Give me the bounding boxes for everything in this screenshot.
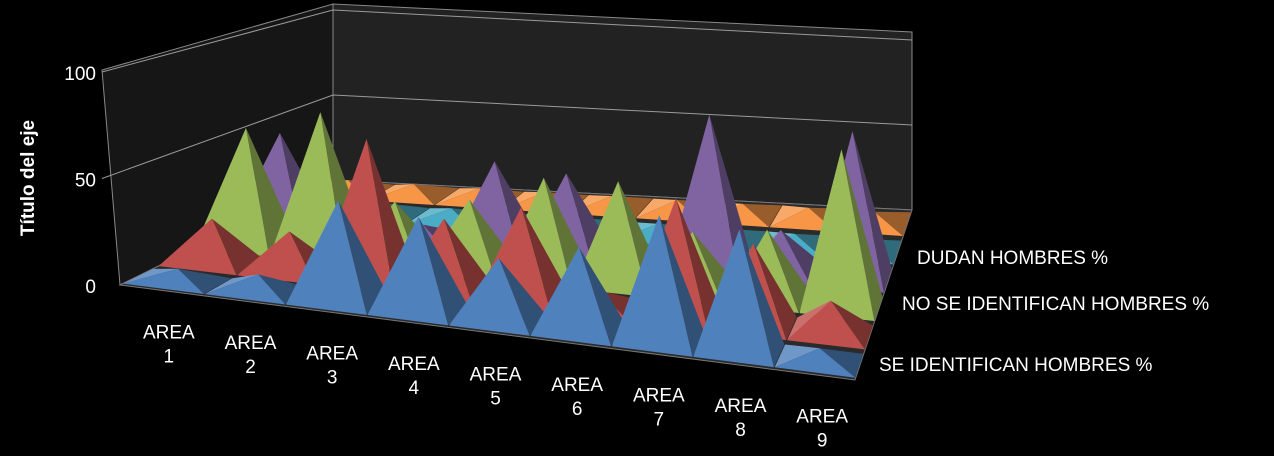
pyramid-face (521, 207, 569, 313)
pyramid-face (123, 268, 204, 294)
category-label: AREA (143, 322, 195, 343)
pyramid-face (769, 205, 809, 228)
category-label: 4 (409, 378, 420, 399)
pyramid-face (177, 268, 232, 294)
pyramid-face (693, 229, 774, 368)
y-tick-label: 100 (64, 64, 96, 85)
pyramid (530, 247, 627, 347)
pyramid-face (742, 203, 782, 228)
chart-labels: 0 50 100 AREA 1 AREA 2 AREA 3 AREA 4 AREA 5 AREA 6 AREA… (64, 64, 1209, 452)
y-tick-label: 0 (85, 277, 96, 298)
chart-pyramids (123, 112, 911, 378)
category-label: AREA (306, 343, 358, 364)
category-label: 6 (572, 399, 583, 420)
category-label: AREA (551, 375, 603, 396)
y-axis-title: Título del eje (18, 120, 39, 236)
pyramid-face (739, 229, 785, 368)
category-label: AREA (715, 396, 767, 417)
depth-label: NO SE IDENTIFICAN HOMBRES % (902, 294, 1209, 315)
category-label: AREA (388, 354, 440, 375)
back-wall (332, 3, 913, 211)
pyramid-face (204, 274, 259, 295)
pyramid-face (675, 198, 721, 331)
gridline (101, 9, 913, 73)
pyramid-face (774, 348, 856, 378)
category-label: AREA (796, 407, 848, 428)
category-label: 3 (327, 367, 338, 388)
pyramid-face (498, 258, 548, 336)
pyramid-face (338, 200, 390, 315)
gridline (101, 94, 913, 179)
pyramid-face (611, 215, 693, 357)
pyramid-face (211, 218, 264, 276)
pyramid-face (753, 243, 797, 341)
depth-label: SE IDENTIFICAN HOMBRES % (879, 355, 1153, 376)
category-label: 1 (164, 346, 175, 367)
pyramid-face (799, 149, 875, 321)
pyramid-face (819, 348, 864, 378)
pyramid-face (258, 274, 311, 305)
pyramid-face (418, 216, 469, 326)
pyramid (774, 344, 864, 378)
pyramid (286, 200, 390, 315)
pyramid (693, 229, 785, 368)
pyramid-face (237, 231, 315, 285)
pyramid-face (530, 247, 611, 347)
pyramid-face (659, 215, 706, 357)
pyramid-face (774, 344, 820, 368)
pyramid-face (852, 131, 892, 293)
pyramid (367, 216, 469, 326)
pyramid-face (443, 218, 493, 304)
pyramid-face (434, 188, 480, 205)
depth-label: DUDAN HOMBRES % (917, 248, 1108, 269)
pyramid-face (123, 268, 178, 284)
pyramid (449, 258, 548, 336)
category-label: 2 (245, 357, 256, 378)
pyramid-face (413, 184, 459, 205)
pyramid-face (830, 300, 873, 350)
pyramid-face (286, 200, 367, 315)
pyramid-face (158, 218, 237, 276)
category-label: 5 (490, 389, 501, 410)
pyramid-face (204, 274, 286, 305)
pyramid-face (449, 258, 530, 336)
pyramid (787, 300, 873, 350)
pyramid-face (767, 229, 810, 313)
pyramid-face (769, 207, 836, 232)
pyramid (799, 149, 883, 321)
pyramid-face (841, 149, 883, 321)
pyramid (123, 268, 232, 294)
pyramid-face (579, 247, 627, 347)
category-label: 9 (817, 431, 828, 452)
pyramid-face (787, 300, 865, 350)
category-label: AREA (633, 386, 685, 407)
category-label: 8 (735, 420, 746, 441)
category-label: AREA (470, 365, 522, 386)
pyramid (204, 274, 311, 305)
pyramid-face (635, 198, 677, 219)
pyramid (611, 215, 706, 357)
y-tick-label: 50 (75, 171, 96, 192)
pyramid-face (367, 216, 449, 326)
category-label: AREA (225, 333, 277, 354)
pyramid-face (874, 211, 911, 236)
pyramid (158, 218, 264, 276)
category-label: 7 (654, 410, 665, 431)
